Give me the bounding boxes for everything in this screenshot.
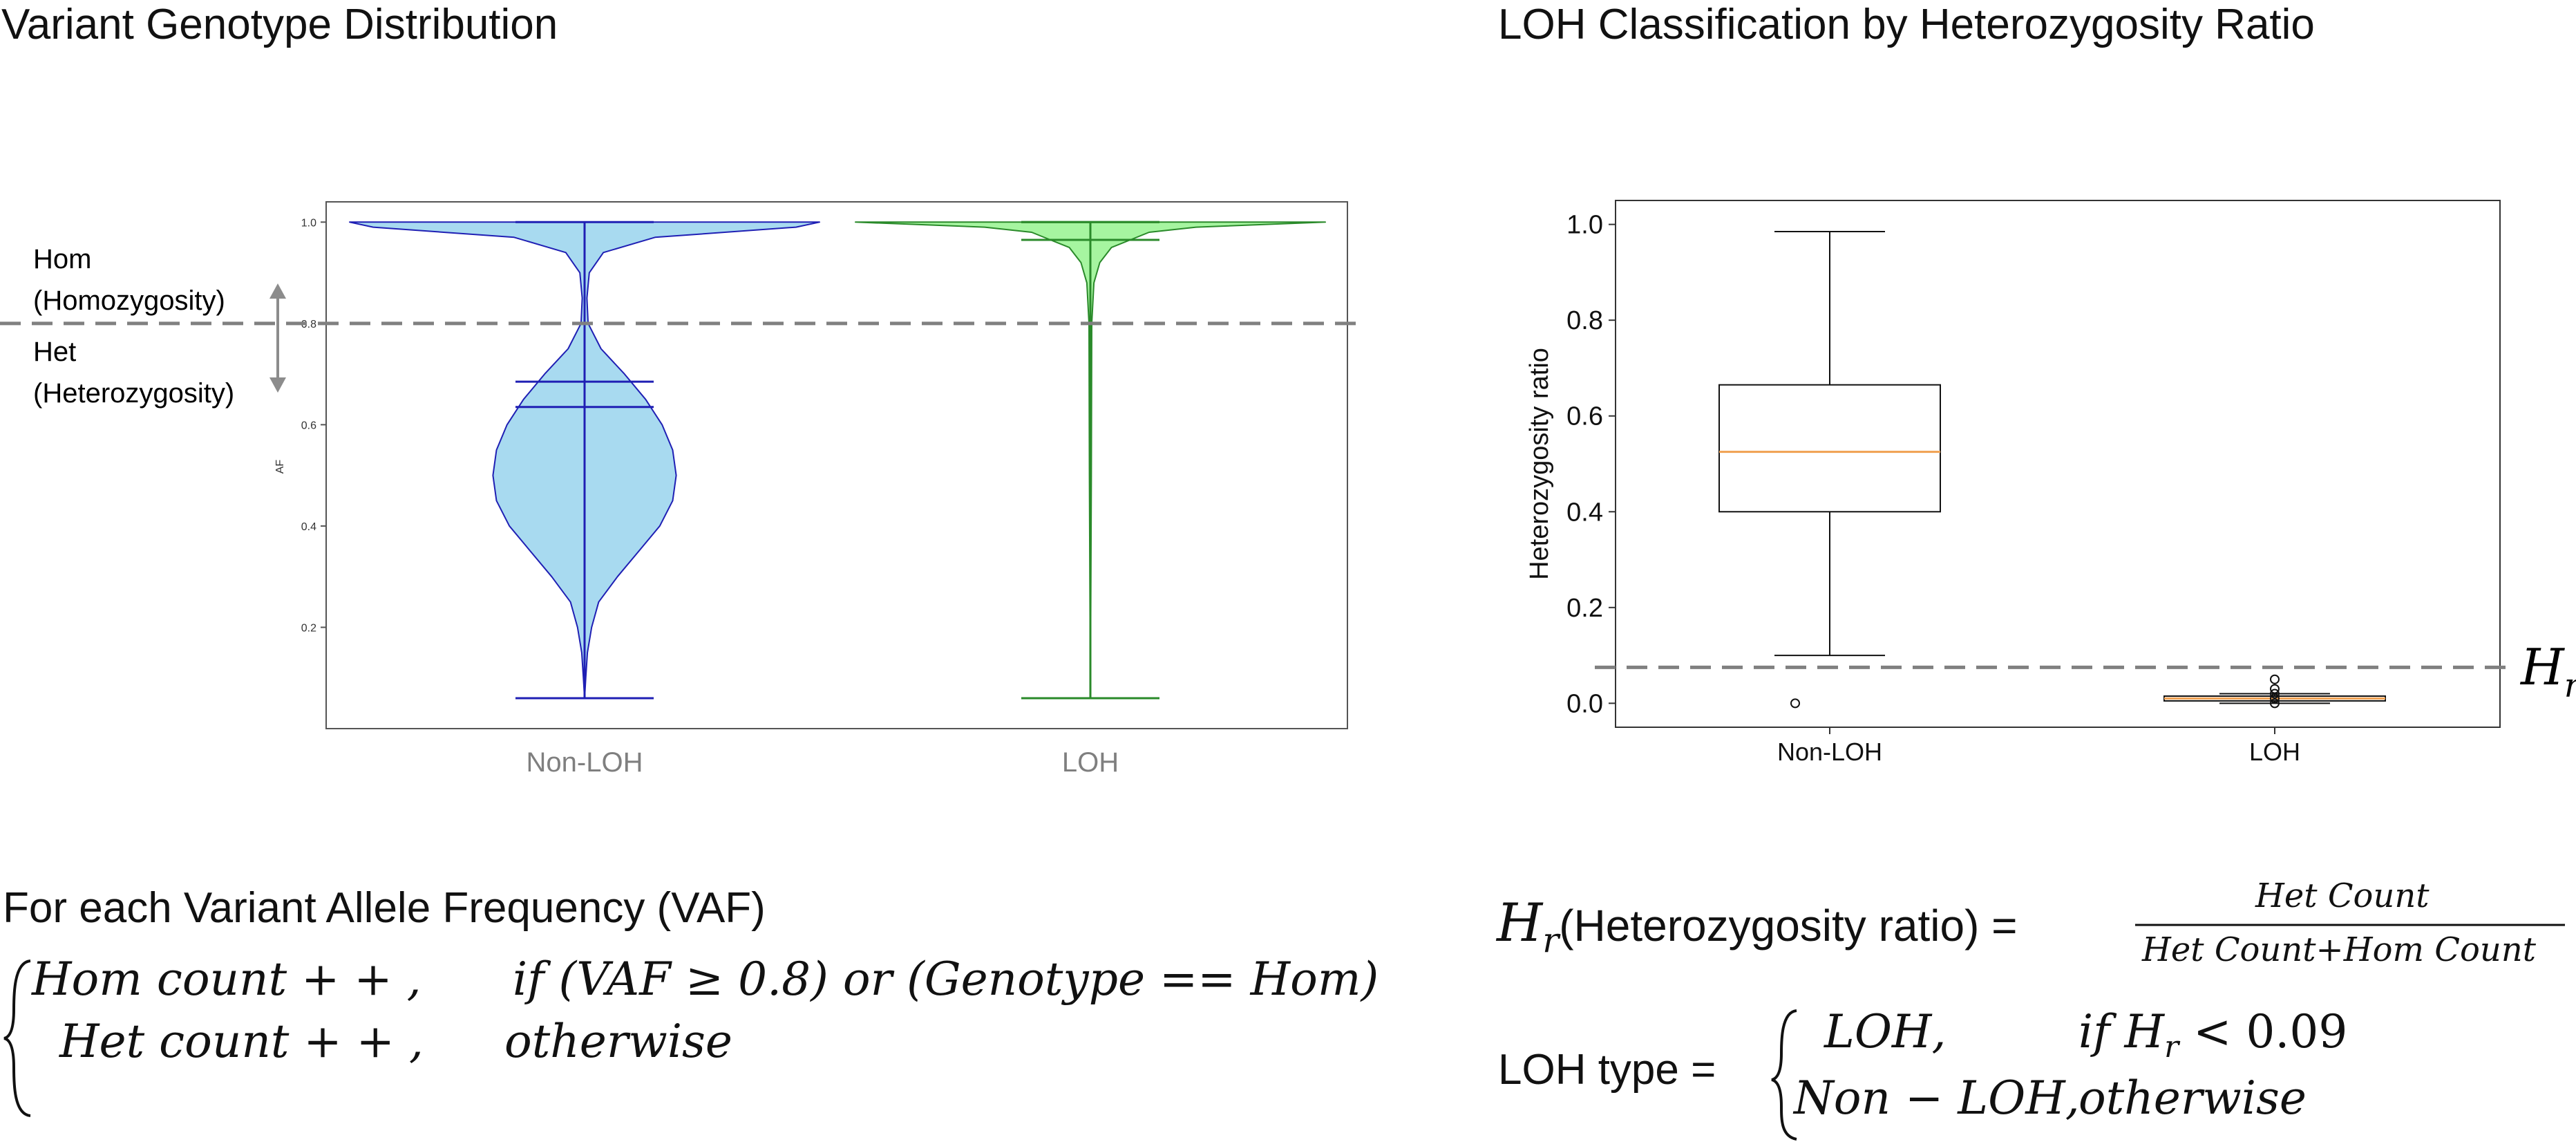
violin-y-tick-label: 0.2 xyxy=(301,622,316,634)
box-outlier xyxy=(2270,693,2280,704)
violin-y-tick-label: 0.8 xyxy=(301,319,316,330)
heterozygosity-label: (Heterozygosity) xyxy=(33,378,234,409)
het-count-condition: otherwise xyxy=(504,1015,732,1068)
box-outlier xyxy=(2270,698,2280,709)
box-y-tick-label: 0.6 xyxy=(1566,402,1603,431)
threshold-double-arrow xyxy=(269,283,286,393)
right-chart-title: LOH Classification by Heterozygosity Rat… xyxy=(1498,1,2315,48)
het-count-rule: Het count + + , xyxy=(59,1015,424,1068)
box-iqr xyxy=(1718,384,1941,513)
hr-threshold-label: Hr xyxy=(2519,638,2576,705)
hr-symbol: H xyxy=(1497,892,1543,953)
hom-count-condition: if (VAF ≥ 0.8) or (Genotype == Hom) xyxy=(513,953,1379,1006)
hr-definition: Hr(Heterozygosity ratio) = xyxy=(1497,892,2018,960)
hom-label: Hom xyxy=(33,244,91,274)
right-formula-brace xyxy=(1771,1009,1797,1141)
loh-case-condition: if Hr < 0.09 xyxy=(2078,1005,2348,1065)
violin-x-tick-label: Non-LOH xyxy=(527,747,643,778)
box-layer: 0.0 0.2 0.4 0.6 0.8 1.0 Non-LOH LOH xyxy=(1566,211,2515,766)
loh-type-label: LOH type = xyxy=(1498,1046,1716,1094)
box-outlier xyxy=(2270,674,2280,684)
homozygosity-label: (Homozygosity) xyxy=(33,286,225,316)
box-y-tick-label: 0.0 xyxy=(1566,689,1603,718)
violin-layer: 0.2 0.4 0.6 0.8 1.0 Non-LOH LOH xyxy=(0,217,1356,778)
loh-cond-subscript: r xyxy=(2164,1029,2179,1065)
boxplot-y-axis-label: Heterozygosity ratio xyxy=(1525,348,1554,580)
left-chart-title: Variant Genotype Distribution xyxy=(1,1,558,48)
violin-y-tick-label: 0.6 xyxy=(301,420,316,431)
box-y-tick-label: 0.8 xyxy=(1566,306,1603,335)
violin-y-tick-label: 1.0 xyxy=(301,217,316,229)
violin-y-axis-label: AF xyxy=(274,460,286,474)
violin-x-tick-label: LOH xyxy=(1062,747,1119,778)
box-outlier xyxy=(2270,684,2280,694)
box-x-tick-label: LOH xyxy=(2249,738,2300,766)
hr-subscript: r xyxy=(1542,920,1560,960)
box-x-tick-label: Non-LOH xyxy=(1777,738,1882,766)
boxplot-frame xyxy=(1615,200,2501,728)
non-loh-case-condition: otherwise xyxy=(2078,1071,2307,1125)
loh-cond-text: if H xyxy=(2078,1005,2165,1058)
loh-case-value: LOH, xyxy=(1824,1005,1947,1058)
fraction-numerator: Het Count xyxy=(2255,877,2430,915)
left-formula-brace xyxy=(3,960,31,1117)
hom-count-rule: Hom count + + , xyxy=(32,953,422,1006)
box-y-tick-label: 0.4 xyxy=(1566,498,1603,527)
hr-definition-text: (Heterozygosity ratio) = xyxy=(1559,901,2018,951)
box-y-tick-label: 1.0 xyxy=(1566,211,1603,240)
non-loh-case-value: Non − LOH, xyxy=(1794,1071,2080,1125)
violin-y-tick-label: 0.4 xyxy=(301,521,316,533)
fraction-denominator: Het Count+Hom Count xyxy=(2142,930,2537,969)
box-outlier xyxy=(2270,689,2280,699)
box-y-tick-label: 0.2 xyxy=(1566,594,1603,623)
het-label: Het xyxy=(33,337,76,367)
vaf-formula-heading: For each Variant Allele Frequency (VAF) xyxy=(3,884,766,932)
box-outlier xyxy=(1790,698,1800,709)
loh-cond-threshold: < 0.09 xyxy=(2179,1005,2348,1058)
violin-plot-frame xyxy=(325,201,1348,729)
